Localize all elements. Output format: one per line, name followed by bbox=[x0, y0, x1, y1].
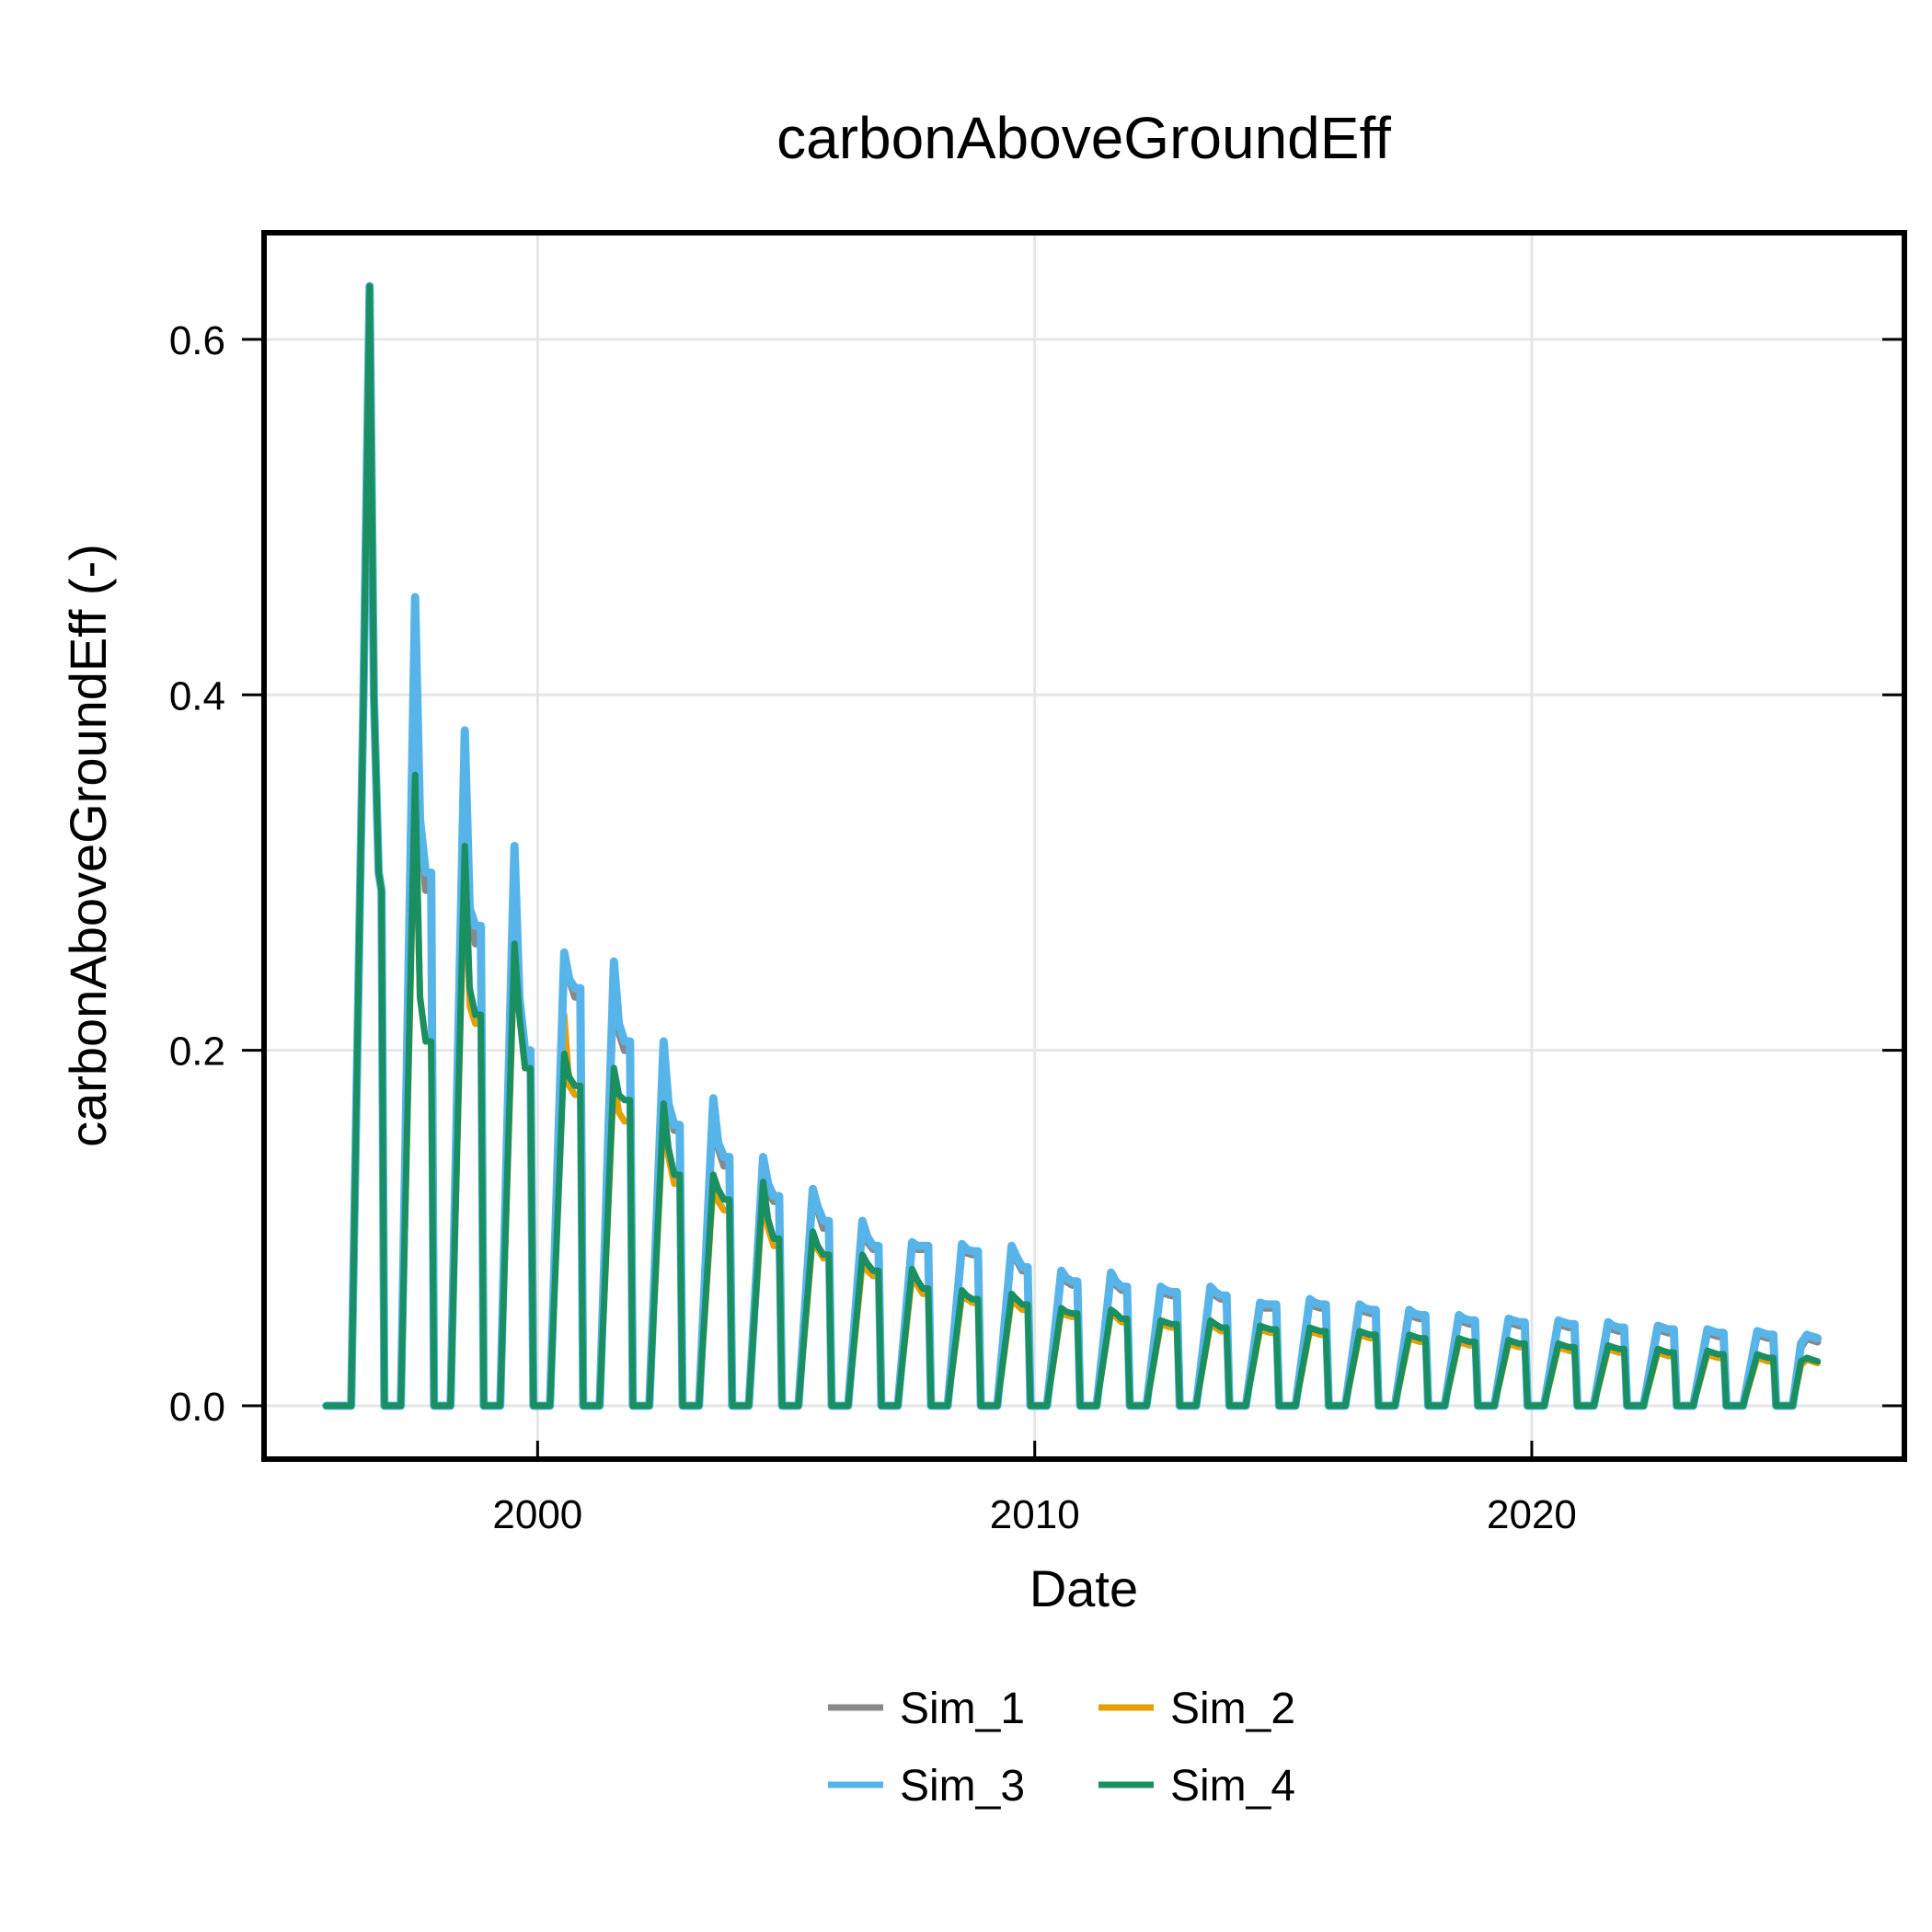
x-tick-label: 2010 bbox=[990, 1492, 1080, 1537]
legend-label: Sim_2 bbox=[1170, 1685, 1295, 1733]
legend: Sim_1 Sim_2 Sim_3 Sim_4 bbox=[828, 1685, 1295, 1811]
legend-label: Sim_3 bbox=[900, 1762, 1025, 1811]
y-tick-label: 0.4 bbox=[169, 673, 225, 719]
chart-title: carbonAboveGroundEff bbox=[776, 105, 1391, 171]
y-tick-label: 0.2 bbox=[169, 1029, 225, 1075]
series-line-sim-3 bbox=[322, 282, 1823, 1410]
legend-label: Sim_4 bbox=[1170, 1762, 1295, 1811]
y-tick-label: 0.6 bbox=[169, 318, 225, 363]
plot-lines bbox=[322, 282, 1823, 1410]
legend-label: Sim_1 bbox=[900, 1685, 1025, 1733]
series-line-sim-4 bbox=[323, 282, 1822, 1409]
y-tick-label: 0.0 bbox=[169, 1385, 225, 1430]
tick-labels: 2000 2010 2020 0.0 0.2 0.4 0.6 bbox=[169, 318, 1577, 1537]
x-axis-label: Date bbox=[1029, 1559, 1138, 1617]
y-axis-label: carbonAboveGroundEff (-) bbox=[59, 544, 117, 1147]
ticks bbox=[242, 338, 1904, 1459]
x-tick-label: 2000 bbox=[492, 1492, 582, 1537]
x-tick-label: 2020 bbox=[1487, 1492, 1577, 1537]
plot-frame bbox=[261, 230, 1907, 1462]
